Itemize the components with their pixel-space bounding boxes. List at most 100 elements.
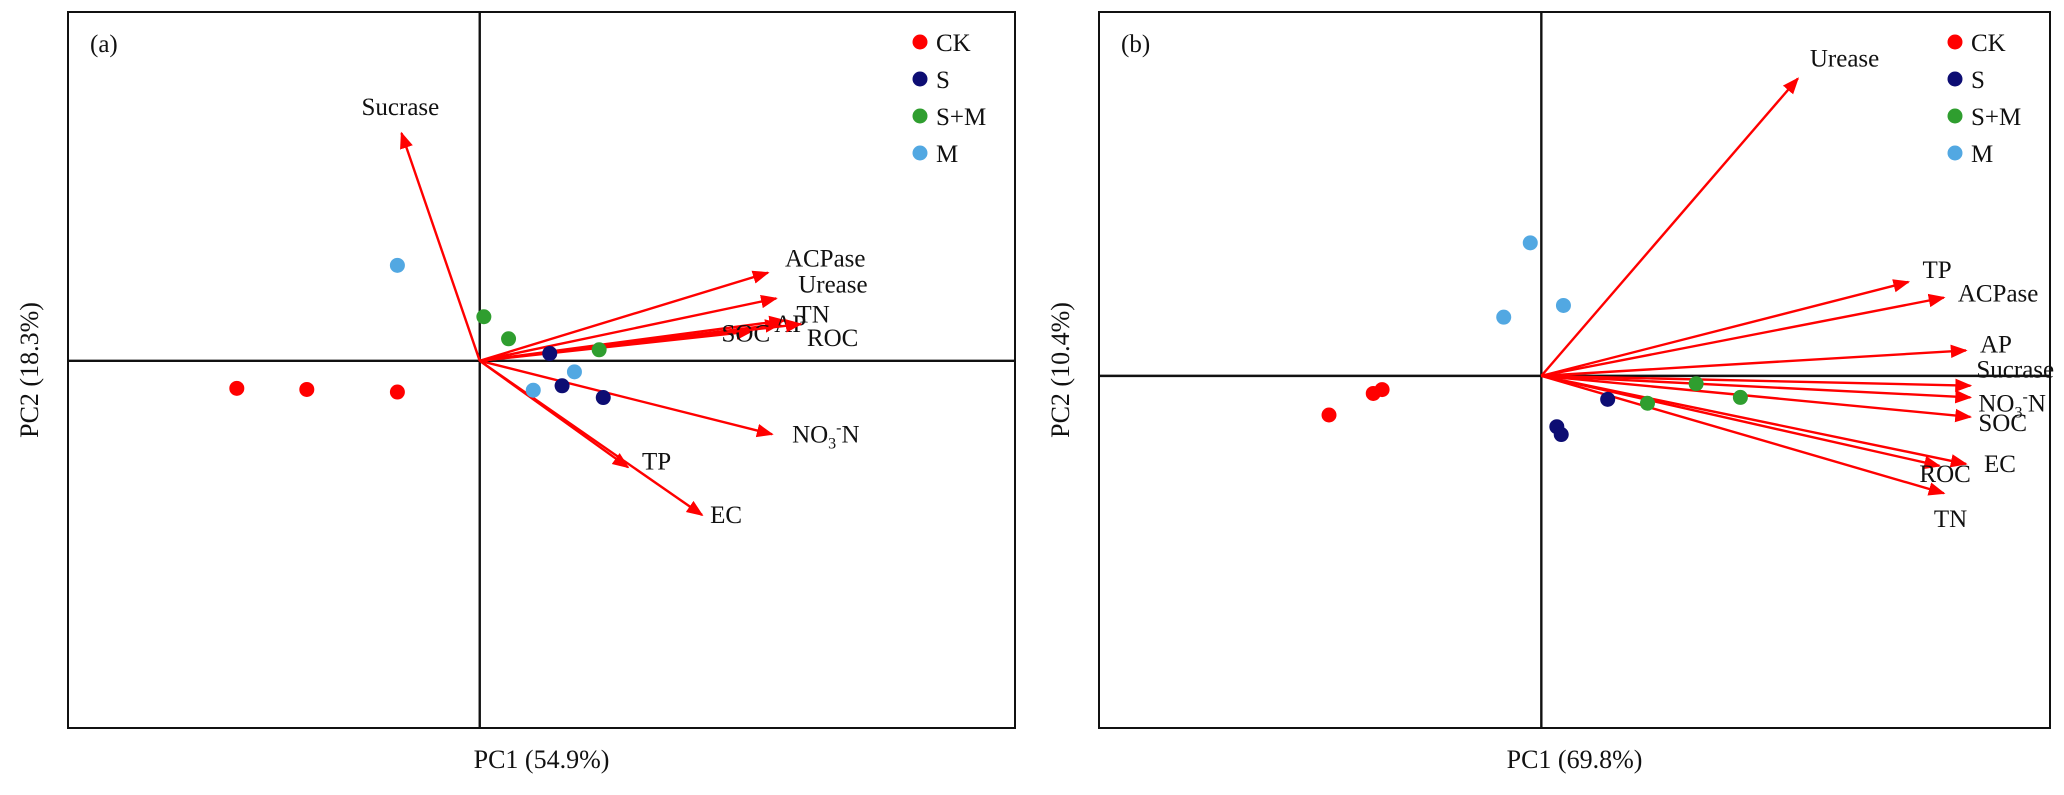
loading-arrow-sucrase (400, 131, 481, 362)
loading-label-sucrase: Sucrase (362, 94, 440, 121)
x-axis-title: PC1 (54.9%) (474, 745, 610, 774)
sample-point-m (525, 382, 541, 398)
sample-point-splusm (1732, 389, 1748, 405)
loading-label-subscript: 3 (828, 435, 836, 452)
sample-point-s (1600, 391, 1616, 407)
loading-label-soc: SOC (721, 320, 770, 347)
loading-label-name: EC (710, 502, 742, 529)
legend: CK S S+M M (912, 30, 986, 168)
loading-label-tn: TN (1934, 506, 1967, 533)
legend: CK S S+M M (1947, 30, 2021, 168)
loading-label-name: Sucrase (1976, 357, 2054, 384)
legend-label-s: S (936, 67, 950, 94)
loading-arrow-no (479, 359, 774, 438)
loading-label-sucrase: Sucrase (1976, 357, 2054, 384)
loading-label-tp: TP (1922, 257, 1951, 284)
loading-arrow-urease (1540, 77, 1799, 377)
plot-frame (1098, 11, 2051, 729)
loading-label-name: ACPase (1958, 281, 2039, 308)
legend-label-splusm: S+M (1971, 104, 2021, 131)
sample-point-m (1555, 297, 1571, 313)
loading-arrow-soc (1541, 374, 1973, 423)
panel-a: (a) PC1 (54.9%) PC2 (18.3%) Sucrase ACPaseUr… (15, 11, 1016, 774)
sample-point-s (542, 345, 558, 361)
loading-label-subscript: 3 (2014, 404, 2022, 421)
loading-label-no: NO3-N (1978, 388, 2046, 421)
loading-label-superscript: - (2022, 388, 2027, 405)
loading-arrow-acpase (1541, 293, 1946, 378)
loading-label-roc: ROC (1919, 461, 1970, 488)
x-axis-title: PC1 (69.8%) (1507, 745, 1643, 774)
loading-arrow-acpase (479, 270, 770, 362)
legend-marker-ck (1947, 34, 1963, 50)
loading-arrow-sucrase (1541, 374, 1973, 393)
sample-point-splusm (476, 309, 492, 325)
loading-arrow-ec (479, 359, 704, 517)
loading-label-acpase: ACPase (785, 246, 866, 273)
sample-point-m (389, 257, 405, 273)
loading-arrow-tp (1541, 279, 1911, 378)
sample-point-splusm (1688, 376, 1704, 392)
loading-label-name: Urease (1810, 46, 1879, 73)
legend-label-s: S (1971, 67, 1985, 94)
loading-label-roc: ROC (807, 325, 858, 352)
panel-label: (b) (1121, 31, 1150, 58)
loading-arrow-roc (1541, 374, 1942, 470)
loading-label-name: TP (642, 448, 671, 475)
loading-label-name: SOC (1978, 410, 2027, 437)
loading-label-urease: Urease (798, 271, 867, 298)
loading-label-name: NO (1978, 390, 2014, 417)
sample-point-m (1522, 235, 1538, 251)
sample-point-ck (1321, 407, 1337, 423)
loading-label-name: EC (1984, 451, 2016, 478)
sample-point-s (595, 390, 611, 406)
legend-marker-m (912, 145, 928, 161)
sample-point-splusm (501, 331, 517, 347)
plot-frame (67, 11, 1016, 729)
panel-label: (a) (90, 31, 118, 58)
loading-label-ec: EC (1984, 451, 2016, 478)
loading-label-tail: N (2028, 390, 2046, 417)
loading-label-tp: TP (642, 448, 671, 475)
legend-marker-s (912, 71, 928, 87)
y-axis-title: PC2 (10.4%) (1046, 302, 1075, 438)
loading-label-name: SOC (721, 320, 770, 347)
loading-label-name: Urease (798, 271, 867, 298)
sample-point-ck (299, 381, 315, 397)
sample-point-m (1496, 309, 1512, 325)
loading-label-ap: AP (1980, 331, 2012, 358)
loading-label-acpase: ACPase (1958, 281, 2039, 308)
sample-point-ck (229, 380, 245, 396)
legend-marker-s (1947, 71, 1963, 87)
loading-label-ec: EC (710, 502, 742, 529)
legend-marker-splusm (912, 108, 928, 124)
sample-point-ck (1374, 382, 1390, 398)
legend-marker-m (1947, 145, 1963, 161)
legend-label-m: M (936, 141, 958, 168)
loading-label-urease: Urease (1810, 46, 1879, 73)
loading-arrow-no (1541, 374, 1973, 404)
sample-point-s (554, 378, 570, 394)
loading-label-name: NO (792, 421, 828, 448)
loading-arrow-roc (479, 319, 803, 363)
sample-point-s (1553, 427, 1569, 443)
loading-label-name: ACPase (785, 246, 866, 273)
loading-label-name: TN (1934, 506, 1967, 533)
legend-label-splusm: S+M (936, 104, 986, 131)
sample-point-ck (389, 384, 405, 400)
sample-point-m (566, 364, 582, 380)
loading-label-soc: SOC (1978, 410, 2027, 437)
loading-arrow-ap (1541, 344, 1968, 378)
panel-b: (b) PC1 (69.8%) PC2 (10.4%) Urease TP ACPase A… (1046, 11, 2054, 774)
legend-label-m: M (1971, 141, 1993, 168)
loading-label-name: ROC (1919, 461, 1970, 488)
legend-label-ck: CK (1971, 30, 2006, 57)
loading-label-name: Sucrase (362, 94, 440, 121)
loading-label-name: TP (1922, 257, 1951, 284)
loading-label-no: NO3-N (792, 419, 860, 452)
loading-label-name: ROC (807, 325, 858, 352)
sample-point-splusm (1639, 395, 1655, 411)
legend-marker-ck (912, 34, 928, 50)
